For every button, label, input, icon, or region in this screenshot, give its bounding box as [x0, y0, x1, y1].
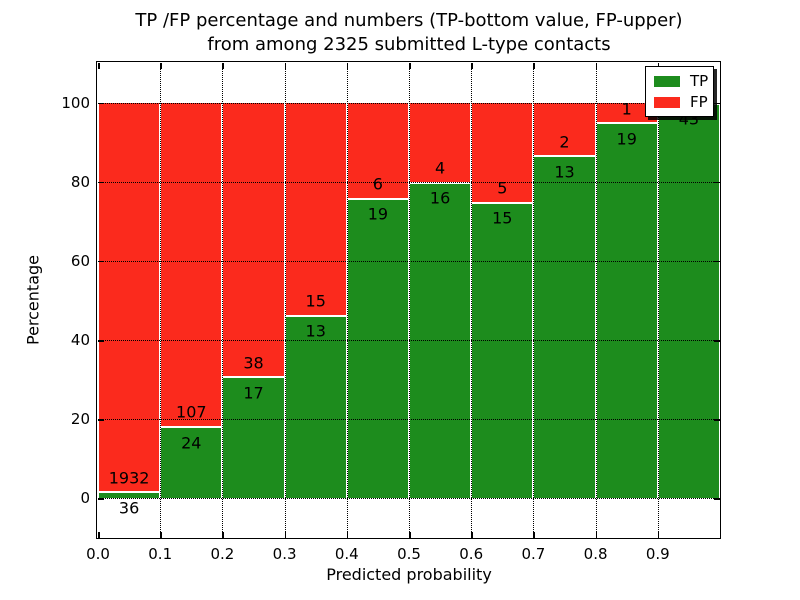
- x-tick-label: 0.1: [148, 545, 173, 563]
- legend-label: FP: [690, 93, 708, 111]
- legend-swatch-tp: [654, 76, 680, 87]
- x-tick-label: 0.0: [86, 545, 110, 563]
- x-tick-label: 0.3: [272, 545, 297, 563]
- legend-swatch-fp: [654, 97, 680, 108]
- x-tick-label: 0.7: [521, 545, 546, 563]
- x-tick-label: 0.8: [583, 545, 608, 563]
- x-tick-label: 0.2: [210, 545, 235, 563]
- x-tick-label: 0.9: [645, 545, 670, 563]
- legend-box: TP FP: [645, 66, 714, 117]
- plot-area-frame: [96, 61, 721, 539]
- x-tick-label: 0.4: [334, 545, 359, 563]
- legend-label: TP: [690, 72, 709, 90]
- legend-entry: FP: [654, 93, 708, 111]
- y-tick-label: 40: [70, 331, 90, 350]
- y-tick-label: 60: [70, 251, 90, 270]
- y-tick-label: 20: [70, 410, 90, 429]
- x-tick-label: 0.6: [459, 545, 484, 563]
- chart-title: TP /FP percentage and numbers (TP-bottom…: [98, 9, 720, 57]
- chart-title-line2: from among 2325 submitted L-type contact…: [207, 34, 611, 55]
- chart-title-line1: TP /FP percentage and numbers (TP-bottom…: [135, 10, 683, 31]
- legend-entry: TP: [654, 72, 709, 90]
- y-tick-label: 80: [70, 172, 90, 191]
- y-tick-label: 100: [61, 93, 90, 112]
- x-axis-title: Predicted probability: [326, 565, 492, 584]
- y-axis-title: Percentage: [23, 254, 43, 346]
- y-tick-label: 0: [80, 489, 90, 508]
- x-tick-label: 0.5: [397, 545, 421, 563]
